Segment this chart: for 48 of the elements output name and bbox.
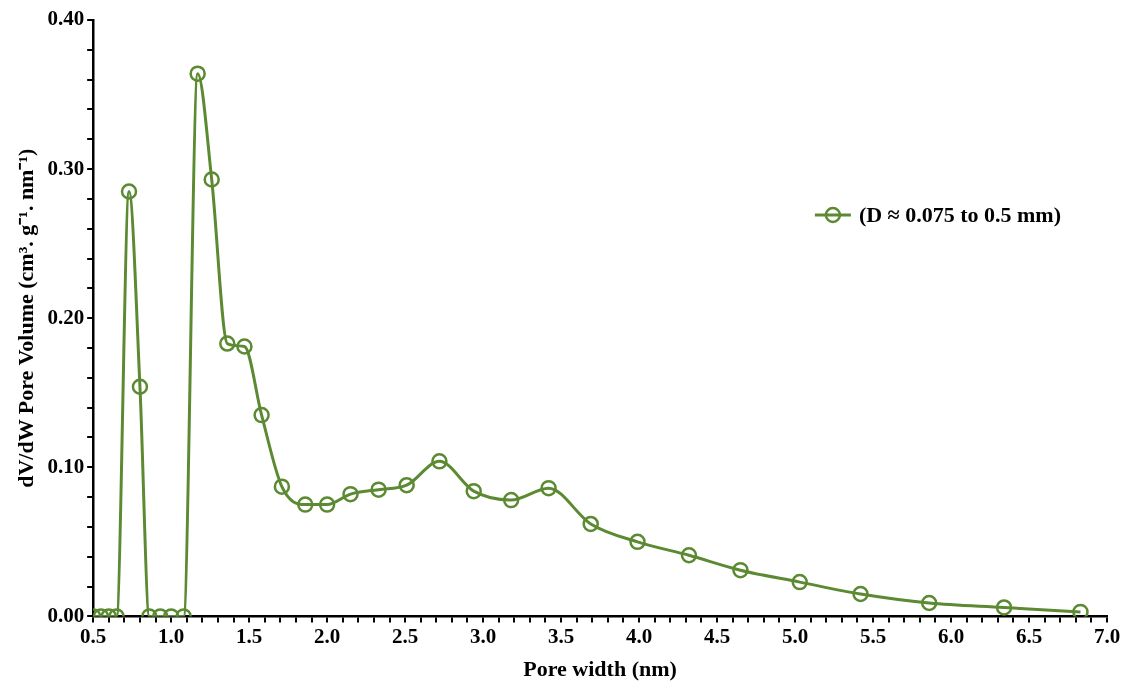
x-axis-title: Pore width (nm) (523, 656, 677, 682)
point (582, 515, 599, 533)
x-tick-label: 0.5 (80, 624, 107, 649)
point (465, 482, 482, 500)
x-tick-label: 1.5 (236, 624, 263, 649)
x-tick-label: 3.5 (547, 624, 575, 649)
x-tick-label: 2.5 (391, 624, 419, 649)
x-tick-label: 6.5 (1015, 624, 1043, 649)
point (203, 171, 220, 188)
y-tick-label: 0.30 (47, 155, 85, 180)
point (540, 479, 557, 497)
x-tick-label: 7.0 (1093, 624, 1121, 649)
y-axis-title: dV/dW Pore Volume (cm³. g⁻¹. nm⁻¹) (12, 148, 38, 488)
point (995, 599, 1013, 616)
y-tick-label: 0.10 (47, 453, 85, 478)
point (629, 533, 646, 551)
point (236, 338, 253, 355)
point (120, 183, 138, 200)
x-tick-label: 2.0 (313, 624, 341, 649)
point (680, 547, 698, 564)
x-tick-label: 6.0 (937, 624, 965, 649)
point (502, 491, 520, 509)
point (342, 485, 359, 503)
point (297, 496, 314, 513)
x-tick-label: 1.0 (158, 624, 185, 649)
point (920, 594, 938, 612)
legend-label: (D ≈ 0.075 to 0.5 mm) (858, 201, 1061, 227)
point (273, 478, 291, 495)
y-tick-label: 0.40 (47, 6, 85, 31)
point (431, 453, 448, 470)
x-tick-label: 4.5 (703, 624, 731, 649)
point (253, 406, 270, 424)
point (189, 65, 206, 82)
point (791, 573, 808, 591)
x-tick-label: 5.5 (859, 624, 887, 649)
point (219, 335, 236, 352)
y-tick-label: 0.20 (47, 304, 85, 329)
point (131, 378, 149, 396)
x-tick-label: 5.0 (781, 624, 809, 649)
point (398, 476, 415, 494)
y-tick-label: 0.00 (47, 602, 85, 627)
x-tick-label: 4.0 (625, 624, 653, 649)
point (732, 561, 749, 579)
point (1072, 603, 1089, 617)
x-tick-label: 3.0 (469, 624, 497, 649)
point (852, 585, 869, 603)
point (370, 481, 387, 498)
point (318, 496, 336, 513)
